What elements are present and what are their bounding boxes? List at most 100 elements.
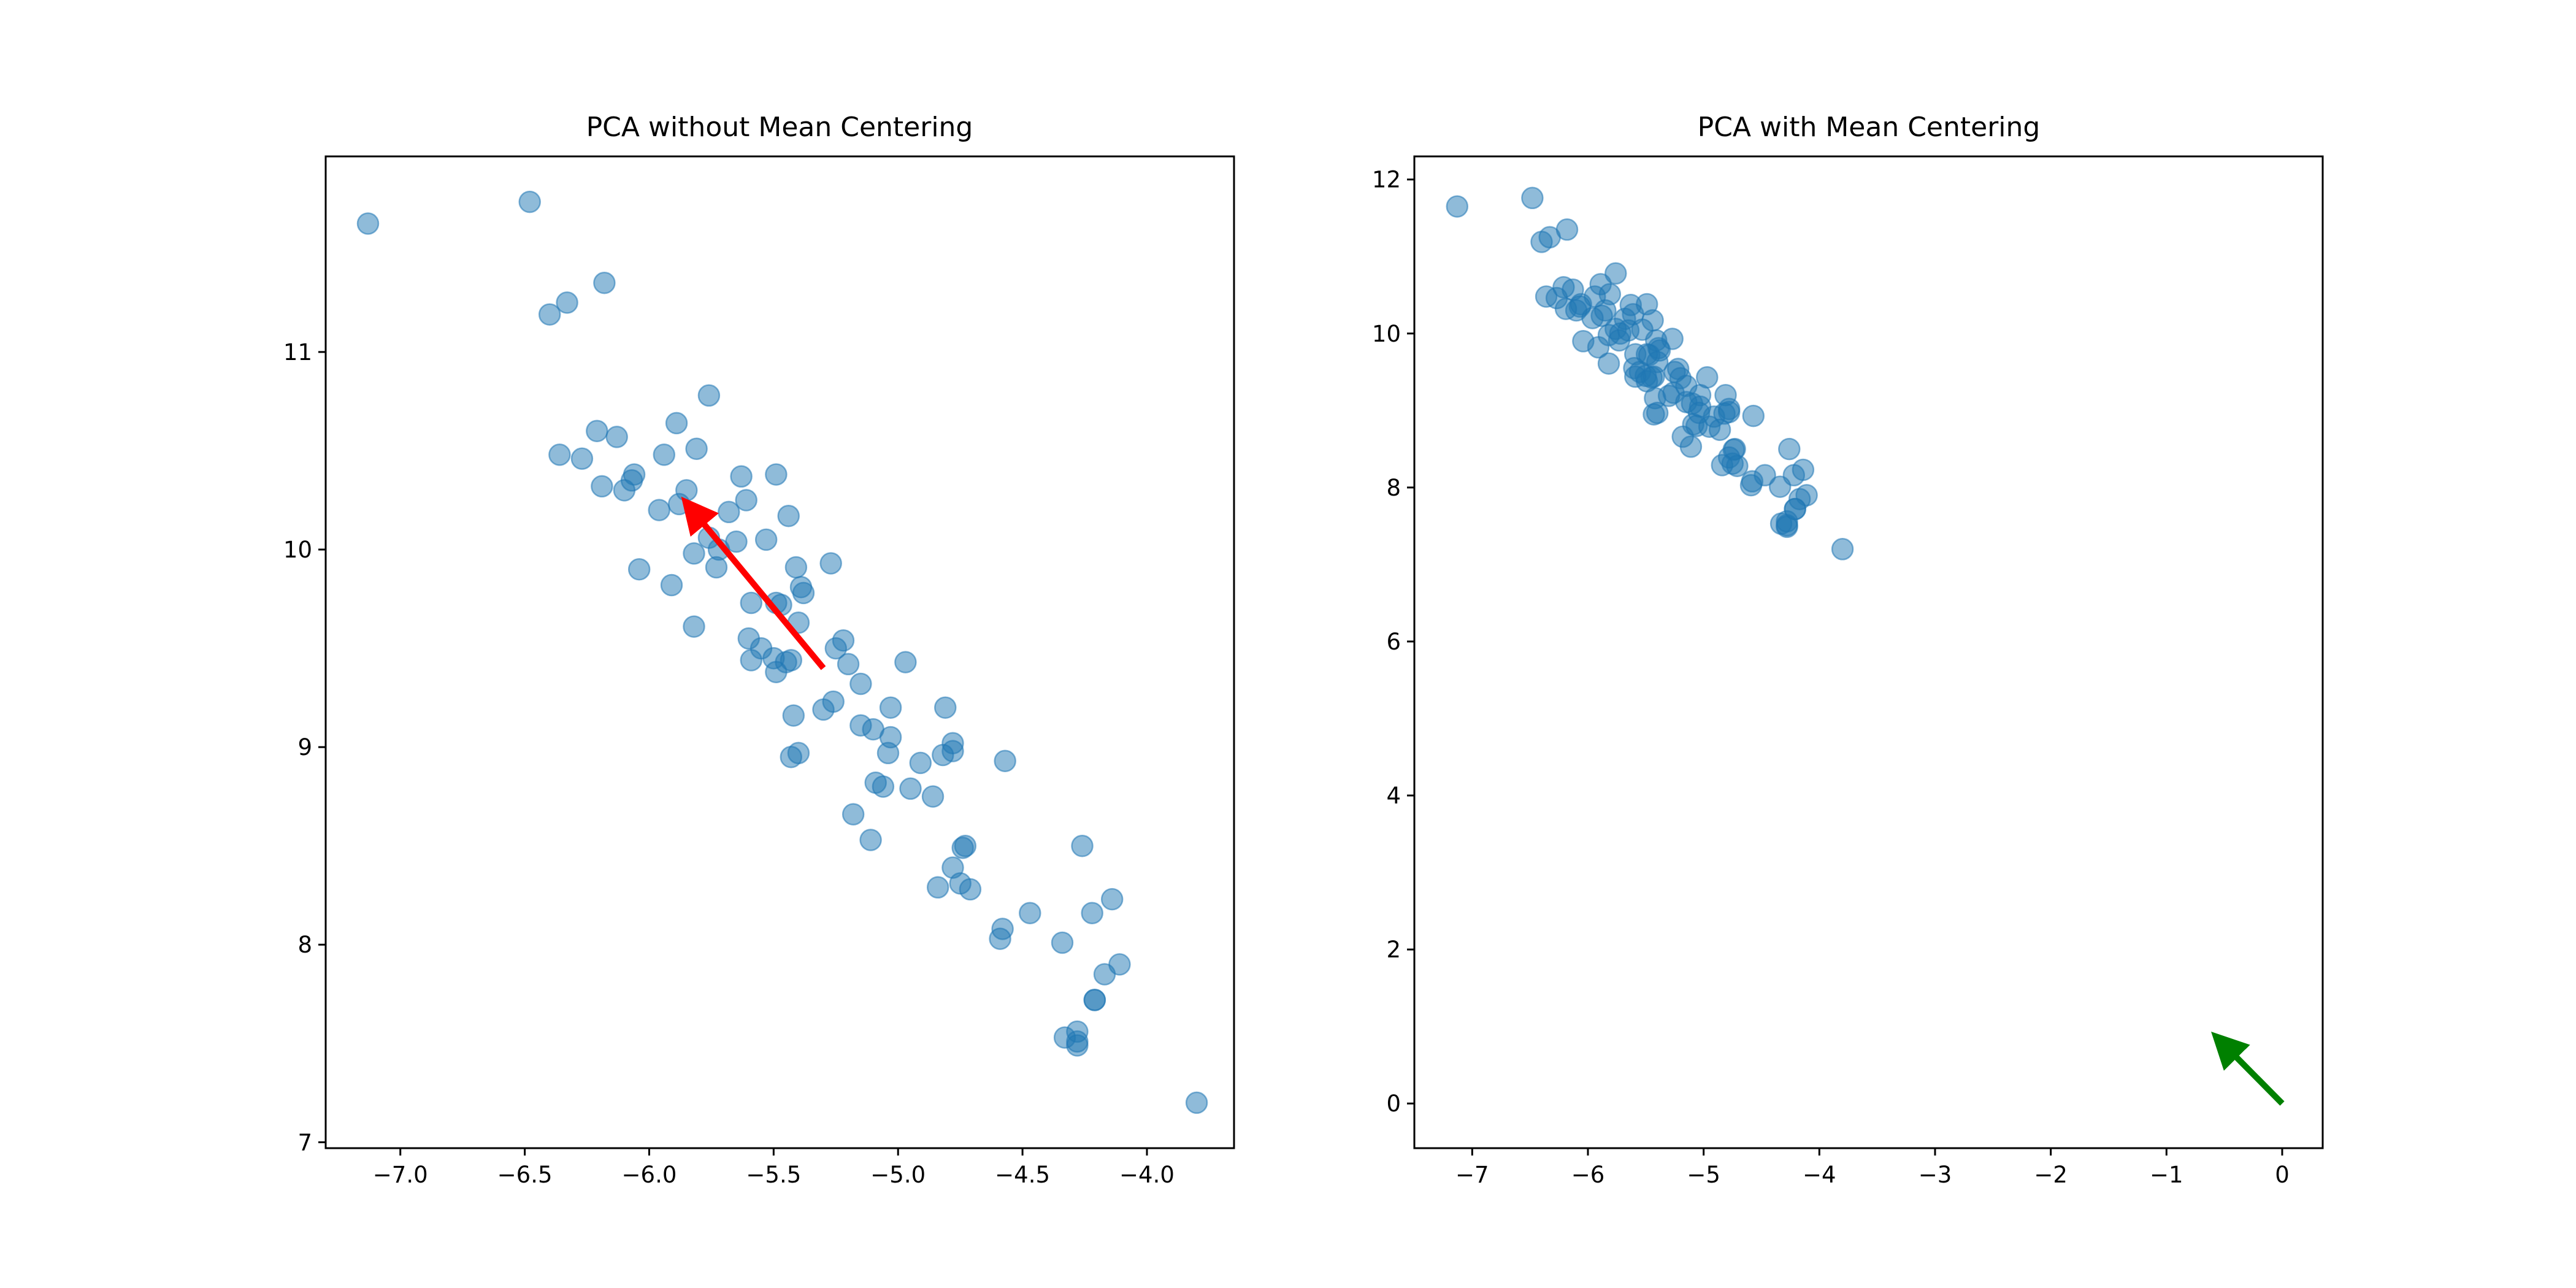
- left-scatter-point: [780, 745, 803, 769]
- left-y-tick-label: 8: [297, 932, 312, 958]
- right-scatter-point: [1831, 538, 1854, 561]
- right-y-tick-label: 8: [1386, 475, 1401, 501]
- right-scatter-point: [1581, 307, 1604, 329]
- left-scatter-point: [841, 803, 865, 826]
- right-y-tick-label: 0: [1386, 1091, 1401, 1117]
- left-scatter-point: [909, 751, 932, 775]
- right-scatter-points: [1446, 186, 1854, 561]
- right-scatter-point: [1555, 218, 1579, 241]
- left-scatter-point: [653, 443, 676, 466]
- right-scatter-point: [1742, 404, 1765, 427]
- right-x-tick-label: −2: [2034, 1162, 2068, 1188]
- left-scatter-point: [718, 500, 740, 524]
- right-x-tick-label: −7: [1455, 1162, 1489, 1188]
- left-scatter-point: [1100, 887, 1124, 911]
- left-scatter-point: [1081, 902, 1103, 924]
- left-x-axis-ticks: −7.0 −6.5 −6.0 −5.5 −5.0 −4.5 −4.0: [373, 1148, 1175, 1188]
- right-x-tick-label: −3: [1919, 1162, 1952, 1188]
- left-scatter-point: [777, 504, 800, 527]
- left-scatter-point: [1093, 963, 1116, 986]
- left-scatter-point: [735, 489, 757, 512]
- left-scatter-point: [959, 878, 982, 901]
- left-scatter-point: [605, 426, 628, 448]
- right-scatter-point: [1521, 186, 1544, 210]
- left-scatter-point: [879, 696, 902, 719]
- left-scatter-point: [740, 649, 763, 672]
- left-scatter-point: [556, 291, 578, 314]
- right-scatter-point: [1679, 435, 1703, 458]
- left-scatter-point: [1185, 1091, 1208, 1114]
- left-scatter-point: [613, 479, 636, 502]
- left-y-axis-ticks: 7 8 9 10 11: [283, 339, 326, 1156]
- right-x-axis-ticks: −7 −6 −5 −4 −3 −2 −1 0: [1455, 1148, 2290, 1188]
- left-scatter-point: [765, 661, 788, 683]
- left-chart-title: PCA without Mean Centering: [586, 112, 973, 143]
- right-y-tick-label: 4: [1386, 783, 1401, 809]
- left-scatter-point: [819, 552, 842, 575]
- left-x-tick-label: −6.5: [497, 1162, 553, 1188]
- right-scatter-point: [1768, 475, 1792, 498]
- right-chart-title: PCA with Mean Centering: [1698, 112, 2041, 143]
- left-scatter-point: [859, 829, 882, 851]
- left-scatter-point: [697, 384, 721, 407]
- left-scatter-point: [518, 190, 541, 213]
- left-scatter-point: [754, 528, 778, 551]
- left-x-tick-label: −5.5: [746, 1162, 801, 1188]
- left-scatter-point: [627, 558, 651, 581]
- left-scatter-point: [548, 443, 571, 466]
- left-scatter-point: [1083, 989, 1106, 1011]
- left-y-tick-label: 10: [283, 537, 312, 563]
- left-y-tick-label: 9: [297, 734, 312, 761]
- left-scatter-point: [837, 653, 860, 676]
- left-scatter-point: [812, 698, 835, 721]
- left-scatter-point: [784, 556, 808, 579]
- right-scatter-point: [1446, 195, 1469, 218]
- right-scatter-point: [1776, 514, 1798, 537]
- right-y-tick-label: 10: [1372, 321, 1401, 347]
- left-y-tick-label: 7: [297, 1129, 312, 1156]
- left-scatter-point: [660, 573, 683, 597]
- right-x-tick-label: −5: [1687, 1162, 1720, 1188]
- left-scatter-point: [1051, 931, 1074, 954]
- left-scatter-point: [586, 420, 608, 442]
- right-y-axis-ticks: 0 2 4 6 8 10 12: [1372, 167, 1414, 1117]
- left-scatter-point: [780, 649, 803, 672]
- left-principal-component-arrow-layer: [681, 496, 826, 670]
- left-scatter-point: [665, 412, 688, 435]
- left-scatter-point: [683, 615, 705, 638]
- right-scatter-point: [1726, 454, 1749, 477]
- left-scatter-point: [926, 876, 949, 899]
- left-scatter-point: [934, 696, 957, 719]
- left-x-tick-label: −4.5: [995, 1162, 1050, 1188]
- left-scatter-point: [570, 447, 594, 470]
- left-scatter-point: [591, 475, 613, 498]
- left-scatter-point: [951, 837, 974, 859]
- right-x-tick-label: −4: [1803, 1162, 1836, 1188]
- left-scatter-point: [356, 212, 380, 235]
- left-scatter-point: [705, 556, 728, 579]
- left-scatter-point: [667, 493, 691, 516]
- left-scatter-point: [824, 637, 848, 660]
- left-x-tick-label: −6.0: [622, 1162, 677, 1188]
- right-scatter-panel: PCA with Mean Centering −7 −6 −5 −4 −3 −2 −1 0 …: [1372, 112, 2324, 1188]
- right-scatter-point: [1604, 262, 1627, 285]
- left-scatter-panel: PCA without Mean Centering −7.0 −6.5 −6.0−…: [283, 112, 1235, 1188]
- left-scatter-point: [1066, 1030, 1089, 1053]
- left-scatter-point: [1019, 902, 1041, 924]
- right-plot-frame: [1413, 155, 2324, 1149]
- left-principal-component-arrow: [681, 496, 826, 670]
- right-scatter-point: [1708, 418, 1731, 441]
- right-y-tick-label: 12: [1372, 167, 1401, 193]
- left-scatter-point: [782, 704, 805, 727]
- right-scatter-point: [1608, 329, 1631, 352]
- right-x-tick-label: 0: [2275, 1162, 2290, 1188]
- left-x-tick-label: −4.0: [1119, 1162, 1175, 1188]
- right-y-tick-label: 2: [1386, 937, 1401, 963]
- right-scatter-point: [1778, 437, 1801, 461]
- left-scatter-point: [593, 271, 616, 294]
- right-scatter-point: [1739, 473, 1763, 497]
- right-y-tick-label: 6: [1386, 629, 1401, 655]
- left-scatter-point: [994, 749, 1016, 772]
- left-y-tick-label: 11: [283, 339, 312, 366]
